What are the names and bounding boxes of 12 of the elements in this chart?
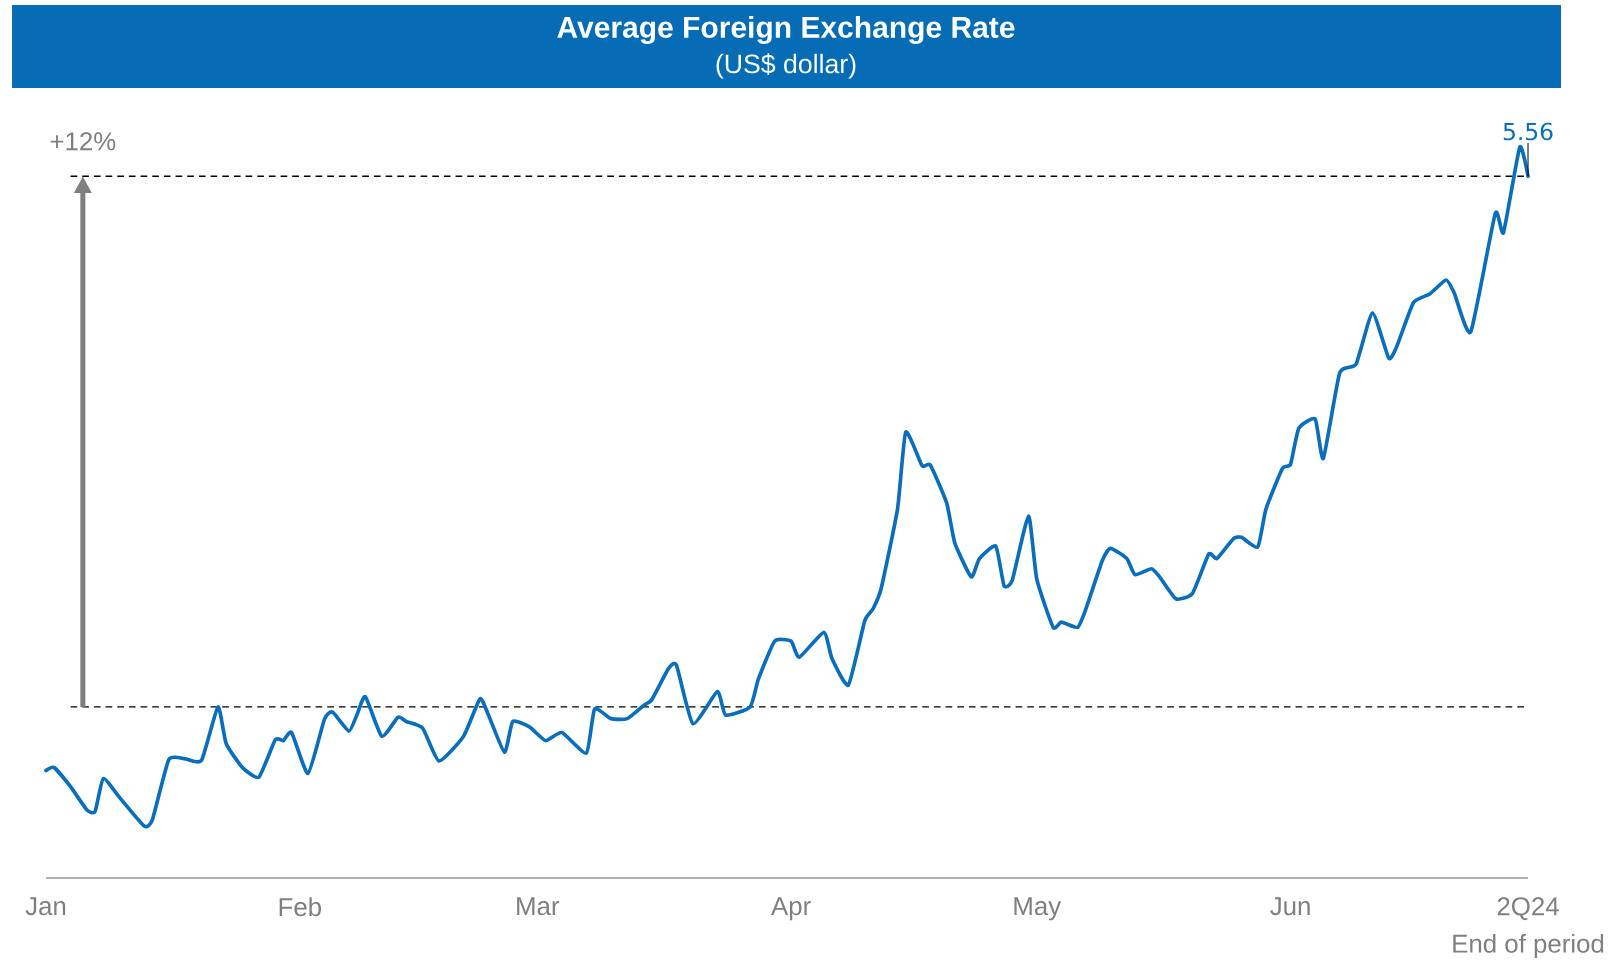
x-tick-label: May [1014, 897, 1062, 921]
x-tick-label: Apr [771, 897, 811, 921]
x-tick-label: Mar [517, 897, 560, 916]
x-tick-label: Feb [279, 897, 321, 917]
chart-subtitle: (US$ dollar) [716, 53, 856, 79]
x-tick-label: Jan [25, 897, 66, 916]
x-axis-title: End of period [1453, 934, 1604, 959]
annotation: +12% [50, 132, 116, 151]
annotation: 5.56 [1503, 122, 1553, 141]
x-tick-label: 2Q24 [1497, 897, 1559, 921]
chart-title: Average Foreign Exchange Rate [557, 16, 1015, 45]
x-tick-label: Jun [1270, 897, 1310, 916]
